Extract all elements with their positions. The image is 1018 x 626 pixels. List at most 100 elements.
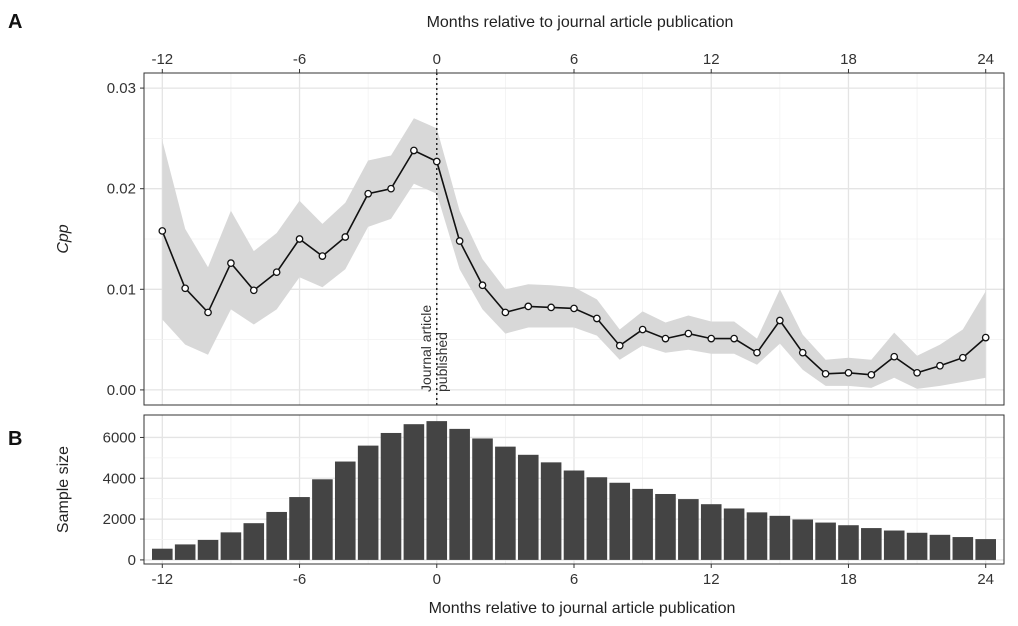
panel-a-y-axis-title: Cpp [55, 224, 72, 253]
sample-size-bar [929, 534, 951, 560]
x-tick-label: 24 [977, 51, 994, 68]
panel-a-top-axis-ticks: -12 -6 0 6 12 18 24 [151, 51, 994, 73]
sample-size-bar [174, 544, 196, 560]
cpp-point [524, 302, 533, 311]
cpp-point [844, 368, 853, 377]
y-tick-label: 0 [128, 552, 136, 569]
cpp-point [410, 146, 418, 155]
sample-size-bar [861, 528, 882, 560]
cpp-point [547, 303, 555, 312]
annotation-line-2: published [434, 332, 450, 392]
y-tick-label: 4000 [103, 470, 136, 487]
cpp-point [341, 233, 350, 241]
cpp-point [249, 286, 258, 295]
panel-a-letter: A [8, 11, 22, 33]
cpp-point [958, 353, 967, 362]
panel-b-y-axis-ticks: 0 2000 4000 6000 [103, 429, 144, 569]
cpp-point [227, 259, 235, 267]
sample-size-bar [975, 539, 996, 560]
sample-size-bar [426, 421, 448, 560]
sample-size-bar [449, 428, 470, 560]
y-tick-label: 0.03 [107, 80, 136, 97]
x-tick-label: -12 [151, 571, 173, 588]
sample-size-bar [472, 438, 493, 560]
cpp-point [821, 369, 830, 378]
x-tick-label: 12 [703, 571, 720, 588]
cpp-point [661, 334, 670, 343]
sample-size-bar [540, 462, 562, 560]
sample-size-bar [815, 522, 836, 560]
panel-a-cpp-chart: Journal article published -12 -6 0 6 12 18 24 … [55, 51, 1005, 406]
panel-a-y-axis-ticks: 0.00 0.01 0.02 0.03 [107, 80, 144, 399]
cpp-point [272, 268, 281, 277]
sample-size-bar [746, 512, 768, 560]
sample-size-bar [952, 537, 974, 560]
x-tick-label: -6 [293, 51, 306, 68]
cpp-point [684, 329, 693, 338]
cpp-point [158, 227, 167, 235]
x-tick-label: -12 [151, 51, 173, 68]
sample-size-bar [632, 488, 653, 560]
sample-size-bars [152, 421, 996, 560]
cpp-point [455, 237, 464, 245]
sample-size-bar [197, 539, 219, 560]
cpp-point [798, 348, 807, 357]
sample-size-bar [609, 482, 631, 560]
cpp-point [204, 308, 212, 317]
sample-size-bar [586, 477, 608, 560]
y-tick-label: 6000 [103, 429, 136, 446]
sample-size-bar [906, 532, 928, 560]
sample-size-bar [838, 525, 859, 560]
cpp-point [730, 334, 738, 343]
y-tick-label: 0.01 [107, 281, 136, 298]
sample-size-bar [883, 530, 905, 560]
x-tick-label: 0 [433, 51, 441, 68]
x-tick-label: 6 [570, 51, 578, 68]
x-tick-label: -6 [293, 571, 306, 588]
x-tick-label: 18 [840, 571, 857, 588]
cpp-point [364, 189, 372, 198]
sample-size-bar [380, 432, 402, 560]
y-tick-label: 0.00 [107, 382, 136, 399]
annotation-line-1: Journal article [418, 305, 434, 392]
cpp-point [867, 370, 876, 379]
sample-size-bar [289, 497, 310, 560]
cpp-point [776, 316, 784, 325]
cpp-point [501, 308, 510, 317]
sample-size-bar [334, 461, 356, 560]
panel-b-x-axis-ticks: -12 -6 0 6 12 18 24 [151, 564, 994, 588]
cpp-point [318, 252, 327, 260]
sample-size-bar [403, 424, 425, 560]
sample-size-bar [792, 519, 814, 560]
cpp-point [936, 361, 944, 370]
cpp-point [753, 348, 761, 357]
sample-size-bar [152, 548, 173, 560]
top-axis-title: Months relative to journal article publi… [427, 14, 734, 31]
sample-size-bar [700, 504, 722, 560]
cpp-point [981, 333, 990, 342]
cpp-point [432, 157, 441, 166]
x-tick-label: 6 [570, 571, 578, 588]
cpp-point [570, 304, 578, 313]
cpp-point [890, 352, 899, 361]
bottom-axis-title: Months relative to journal article publi… [429, 600, 736, 617]
sample-size-bar [517, 454, 539, 560]
cpp-point [638, 325, 647, 334]
cpp-point [707, 334, 716, 343]
cpp-point [913, 368, 921, 377]
cpp-point [295, 235, 304, 243]
x-tick-label: 18 [840, 51, 857, 68]
cpp-point [593, 314, 601, 323]
sample-size-bar [220, 532, 242, 560]
cpp-point [478, 281, 487, 290]
panel-b-y-axis-title: Sample size [55, 446, 72, 533]
y-tick-label: 2000 [103, 511, 136, 528]
sample-size-bar [769, 515, 791, 560]
sample-size-bar [495, 446, 516, 560]
cpp-point [181, 284, 190, 293]
sample-size-bar [563, 470, 585, 560]
cpp-point [615, 341, 624, 350]
x-tick-label: 0 [433, 571, 441, 588]
